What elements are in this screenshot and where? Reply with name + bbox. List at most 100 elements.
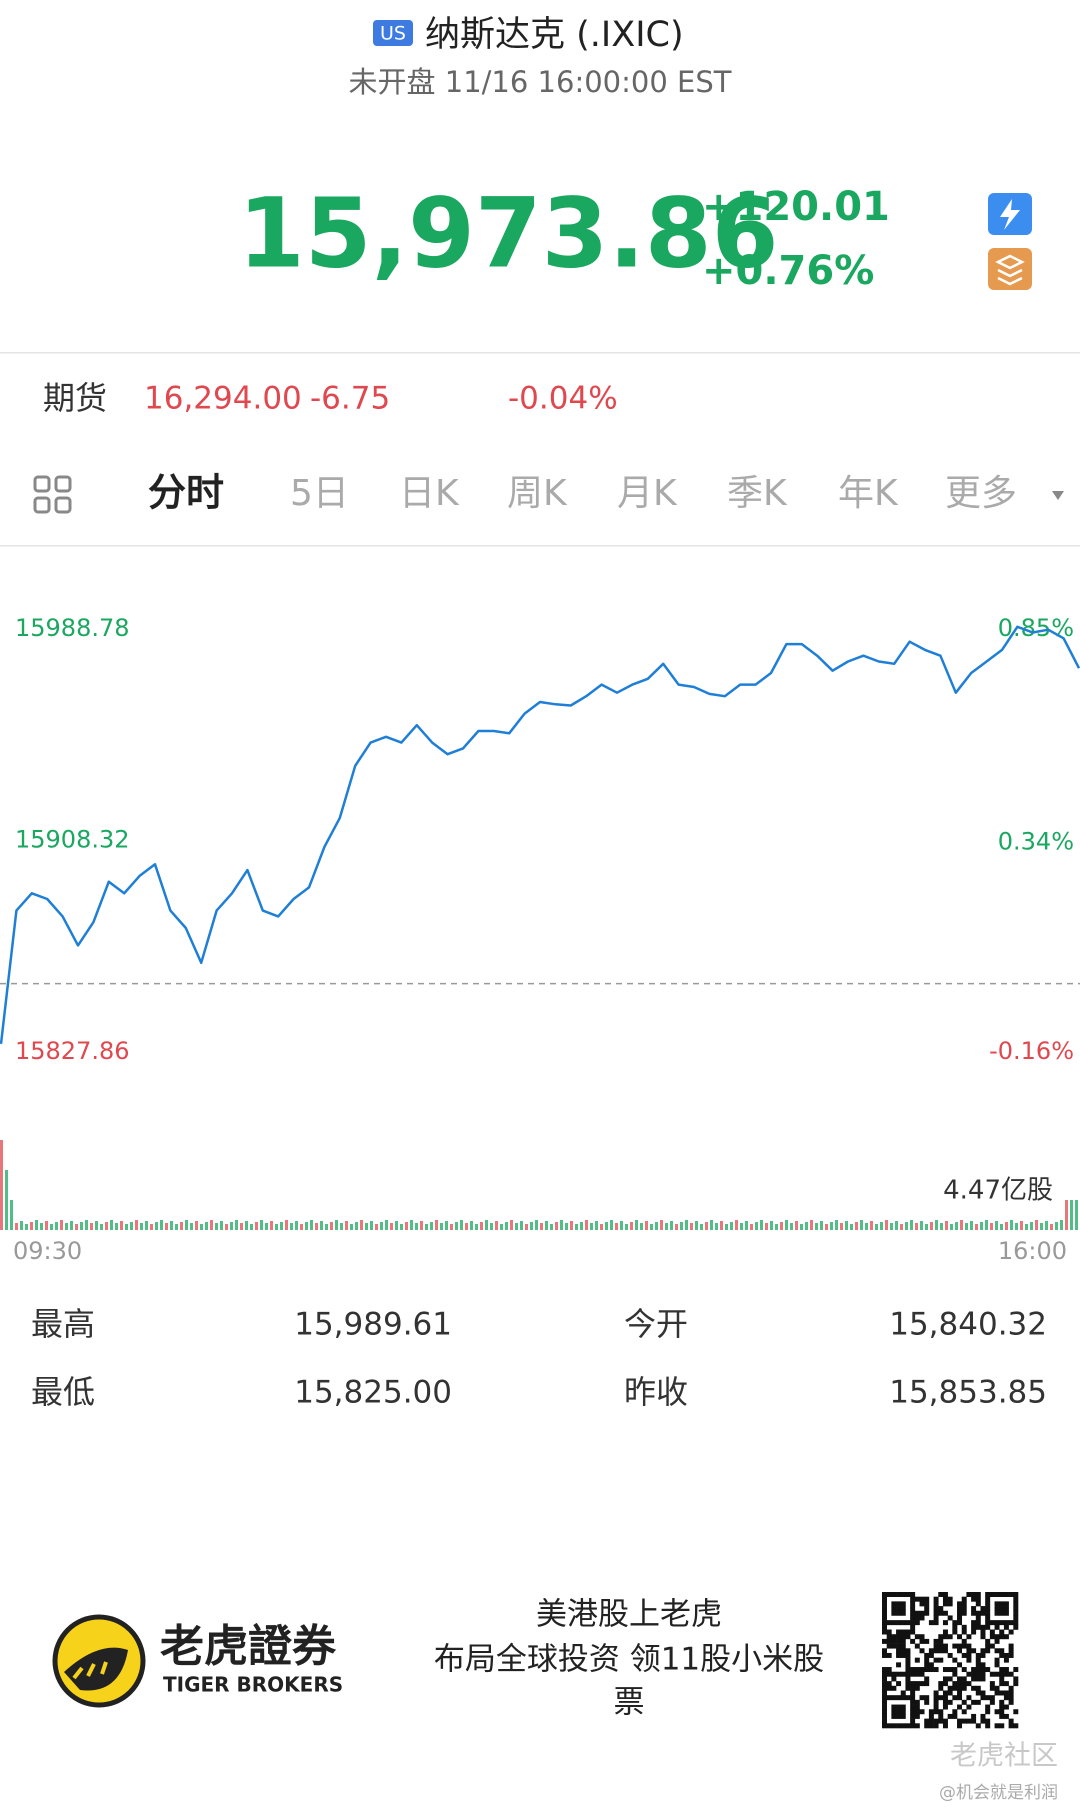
qr-cell: [896, 1610, 902, 1616]
layout-icon[interactable]: [33, 475, 72, 514]
qr-cell: [942, 1648, 948, 1654]
qr-cell: [1003, 1620, 1009, 1626]
qr-cell: [896, 1601, 902, 1607]
volume-bar: [700, 1224, 703, 1230]
tab[interactable]: 分时: [148, 471, 224, 515]
volume-bar: [305, 1222, 308, 1230]
y-tick-label: 15827.86: [15, 1037, 130, 1065]
flash-glyph: [1000, 199, 1020, 230]
tab[interactable]: 5日: [290, 473, 349, 514]
qr-cell: [947, 1596, 953, 1602]
volume-bar: [800, 1224, 803, 1230]
qr-cell: [989, 1699, 995, 1705]
qr-cell: [999, 1681, 1005, 1687]
tab[interactable]: 周K: [507, 473, 568, 514]
qr-cell: [947, 1601, 953, 1607]
qr-cell: [975, 1690, 981, 1696]
qr-cell: [994, 1709, 1000, 1715]
qr-cell: [999, 1671, 1005, 1677]
volume-bar: [95, 1221, 98, 1230]
qr-cell: [961, 1699, 967, 1705]
qr-cell: [933, 1709, 939, 1715]
qr-cell: [1008, 1620, 1014, 1626]
qr-cell: [1008, 1629, 1014, 1635]
volume-bar: [575, 1224, 578, 1230]
qr-cell: [910, 1615, 916, 1621]
qr-cell: [924, 1610, 930, 1616]
qr-cell: [928, 1620, 934, 1626]
volume-bar: [640, 1223, 643, 1230]
volume-bar: [410, 1220, 413, 1230]
qr-cell: [971, 1610, 977, 1616]
qr-cell: [900, 1638, 906, 1644]
volume-bar: [775, 1224, 778, 1230]
divider: [0, 545, 1080, 547]
tab-bar: 分时 5日 日K 周K 月K 季K 年K 更多: [148, 471, 1017, 515]
volume-bar: [545, 1221, 548, 1230]
qr-cell: [1008, 1652, 1014, 1658]
qr-cell: [942, 1723, 948, 1729]
qr-cell: [919, 1681, 925, 1687]
qr-cell: [980, 1662, 986, 1668]
tab[interactable]: 更多: [945, 473, 1017, 514]
volume-bar: [845, 1221, 848, 1230]
volume-bar: [375, 1224, 378, 1230]
qr-cell: [896, 1713, 902, 1719]
volume-bar: [550, 1224, 553, 1230]
qr-cell: [985, 1624, 991, 1630]
volume-bar: [250, 1224, 253, 1230]
tab[interactable]: 日K: [399, 473, 460, 514]
qr-cell: [882, 1723, 887, 1729]
qr-cell: [994, 1592, 1000, 1597]
qr-cell: [896, 1681, 902, 1687]
qr-cell: [882, 1685, 887, 1691]
tab[interactable]: 季K: [727, 473, 788, 514]
qr-cell: [896, 1592, 902, 1597]
qr-cell: [910, 1601, 916, 1607]
volume-bar: [235, 1220, 238, 1230]
qr-cell: [891, 1643, 897, 1649]
qr-cell: [910, 1690, 916, 1696]
qr-cell: [900, 1723, 906, 1729]
qr-cell: [928, 1709, 934, 1715]
qr-cell: [1008, 1643, 1014, 1649]
qr-cell: [985, 1704, 991, 1710]
qr-cell: [980, 1624, 986, 1630]
qr-cell: [882, 1606, 887, 1612]
volume-bar: [815, 1223, 818, 1230]
volume-bar: [75, 1224, 78, 1230]
stat-label: 昨收: [624, 1373, 688, 1411]
more-arrow[interactable]: [1052, 491, 1064, 500]
brand: 老虎證券: [160, 1621, 337, 1672]
qr-cell: [933, 1620, 939, 1626]
volume-bar: [20, 1221, 23, 1230]
qr-cell: [942, 1629, 948, 1635]
tab[interactable]: 月K: [617, 473, 678, 514]
volume-bar: [860, 1220, 863, 1230]
qr-cell: [994, 1638, 1000, 1644]
qr-cell: [1008, 1690, 1014, 1696]
volume-bar: [850, 1224, 853, 1230]
volume-bar: [605, 1222, 608, 1230]
qr-cell: [942, 1690, 948, 1696]
qr-cell: [933, 1695, 939, 1701]
qr-cell: [952, 1685, 958, 1691]
market-badge-text: US: [380, 23, 406, 45]
qr-cell: [947, 1667, 953, 1673]
qr-cell: [933, 1667, 939, 1673]
volume-bar: [765, 1223, 768, 1230]
volume-bar: [685, 1220, 688, 1230]
qr-cell: [975, 1667, 981, 1673]
volume-bar: [1005, 1222, 1008, 1230]
qr-cell: [952, 1657, 958, 1663]
qr-cell: [1013, 1592, 1019, 1597]
qr-cell: [919, 1610, 925, 1616]
qr-cell: [933, 1638, 939, 1644]
qr-cell: [999, 1723, 1005, 1729]
author: @机会就是利润: [939, 1783, 1058, 1803]
volume-bar: [480, 1222, 483, 1230]
tab[interactable]: 年K: [838, 473, 899, 514]
stat-value: 15,825.00: [294, 1375, 452, 1411]
qr-cell: [896, 1652, 902, 1658]
volume-bar: [910, 1220, 913, 1230]
